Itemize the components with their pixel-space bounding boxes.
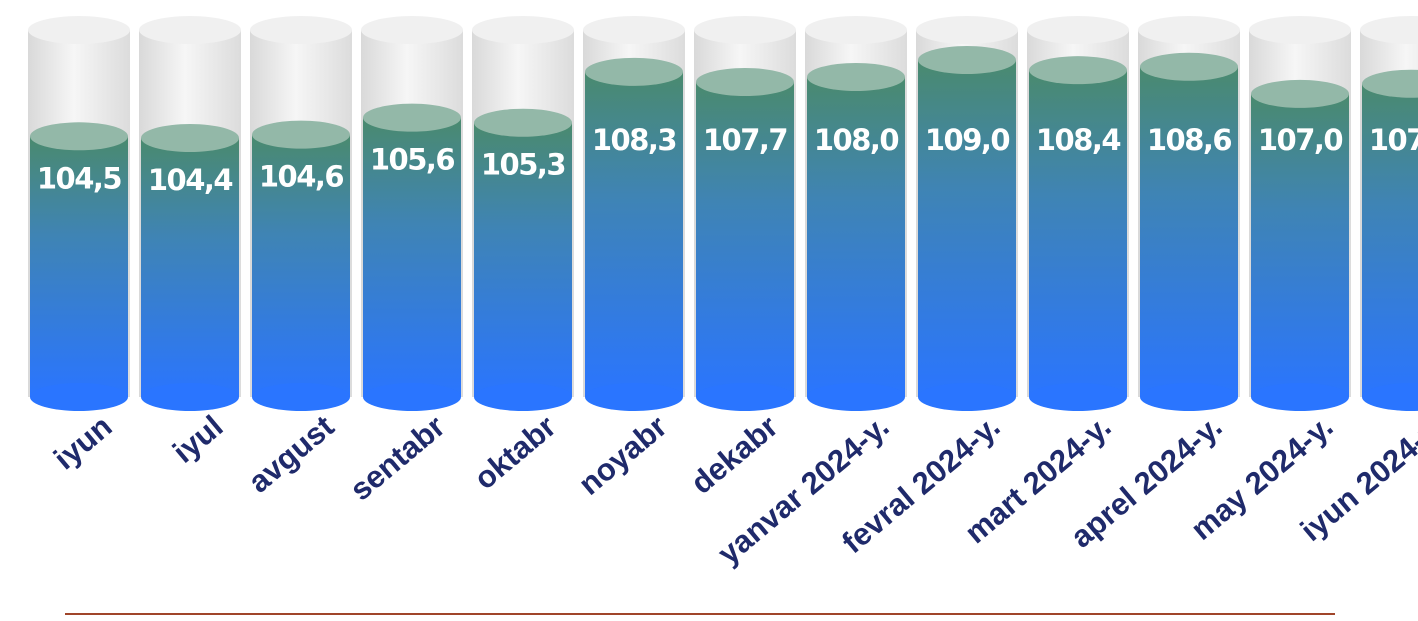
bar — [252, 134, 350, 397]
category-label: iyun — [47, 409, 118, 477]
bar-track-cap — [361, 16, 463, 44]
bar-bottom — [141, 383, 239, 411]
bar-track-cap — [28, 16, 130, 44]
value-label: 105,3 — [481, 148, 565, 182]
bar-track-cap — [250, 16, 352, 44]
bar-bottom — [363, 383, 461, 411]
value-label: 107,6 — [1369, 123, 1418, 157]
category-label: iyul — [166, 409, 229, 470]
bar-bottom — [1251, 383, 1349, 411]
bar-track-cap — [1027, 16, 1129, 44]
category-label: avgust — [241, 409, 340, 500]
bar — [1251, 93, 1349, 398]
bar — [30, 136, 128, 397]
value-label: 109,0 — [925, 123, 1010, 157]
bar-bottom — [1362, 383, 1418, 411]
value-label: 108,3 — [592, 123, 676, 157]
bar-bottom — [585, 383, 683, 411]
bar-track-cap — [1360, 16, 1418, 44]
value-label: 108,0 — [814, 123, 899, 157]
category-labels: iyun iyul avgust sentabr oktabr noyabr dekabry… — [47, 409, 1418, 572]
value-label: 104,6 — [259, 160, 344, 194]
bar — [1140, 66, 1238, 398]
value-label: 108,6 — [1147, 123, 1232, 157]
bar-bottom — [807, 383, 905, 411]
bar-cap — [252, 120, 350, 149]
bar — [474, 122, 572, 397]
bar — [918, 60, 1016, 397]
bar-cap — [696, 68, 794, 97]
value-label: 107,0 — [1258, 123, 1343, 157]
bar-track-cap — [805, 16, 907, 44]
bar-cap — [363, 103, 461, 132]
bar-cap — [1140, 52, 1238, 81]
bar — [696, 82, 794, 397]
bar-cap — [585, 57, 683, 86]
bar-bottom — [474, 383, 572, 411]
value-label: 104,4 — [148, 163, 233, 197]
bar-cap — [807, 62, 905, 91]
bars — [30, 46, 1418, 411]
bar — [807, 76, 905, 398]
bar-track-cap — [916, 16, 1018, 44]
category-label: noyabr — [572, 409, 674, 502]
bar-cap — [1362, 69, 1418, 98]
bar-track-cap — [472, 16, 574, 44]
bar-cap — [918, 46, 1016, 74]
bar-track-cap — [1138, 16, 1240, 44]
bar-track-cap — [139, 16, 241, 44]
bar-cap — [474, 108, 572, 137]
value-label: 107,7 — [703, 123, 787, 157]
value-label: 105,6 — [370, 143, 455, 177]
value-labels: 104,5 104,4 104,6 105,6 105,3 108,3 107,7 108,0… — [37, 123, 1418, 197]
category-label: sentabr — [343, 409, 451, 508]
bar-track-cap — [583, 16, 685, 44]
bar-bottom — [696, 383, 794, 411]
bar-track-cap — [694, 16, 796, 44]
category-label: dekabr — [684, 409, 784, 501]
bar-bottom — [1029, 383, 1127, 411]
bar — [1362, 83, 1418, 397]
value-label: 104,5 — [37, 161, 122, 195]
bar-cap — [30, 122, 128, 151]
bar — [141, 138, 239, 397]
bar — [363, 117, 461, 398]
bar-cap — [141, 124, 239, 152]
category-label: oktabr — [467, 409, 562, 497]
bar-cap — [1029, 56, 1127, 85]
bar-bottom — [918, 383, 1016, 411]
value-label: 108,4 — [1036, 123, 1121, 157]
bar-bottom — [30, 383, 128, 411]
bar-track-cap — [1249, 16, 1351, 44]
bar — [1029, 70, 1127, 397]
bar — [585, 71, 683, 397]
bar-bottom — [1140, 383, 1238, 411]
bar-cap — [1251, 79, 1349, 108]
bar-bottom — [252, 383, 350, 411]
